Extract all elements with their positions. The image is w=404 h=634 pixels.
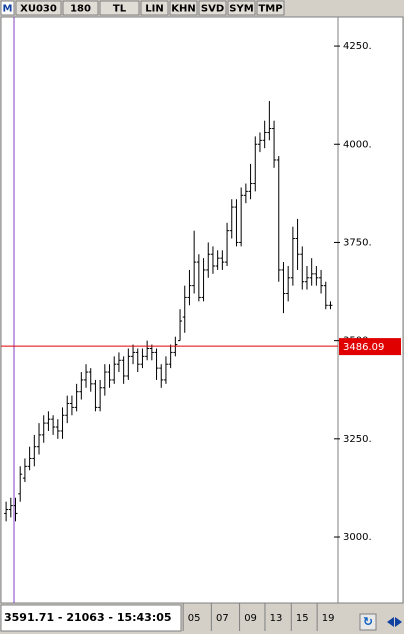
refresh-icon[interactable]: ↻: [363, 615, 373, 629]
price-label: 3486.09: [343, 342, 384, 353]
y-tick-label: 3250.: [343, 434, 372, 445]
plot-area: [0, 16, 404, 604]
toolbar: M XU030 180 TL LIN KHN SVD SYM TMP: [0, 0, 285, 16]
y-tick-label: 4250.: [343, 41, 372, 52]
x-tick-label: 09: [244, 613, 257, 624]
toolbar-button[interactable]: [256, 0, 285, 16]
toolbar-label[interactable]: SVD: [201, 4, 224, 15]
toolbar-button[interactable]: [140, 0, 169, 16]
toolbar-label[interactable]: 180: [70, 4, 91, 15]
toolbar-button[interactable]: [0, 0, 15, 16]
x-tick-label: 15: [296, 613, 309, 624]
toolbar-label[interactable]: TMP: [258, 4, 282, 15]
x-tick-label: 07: [216, 613, 229, 624]
scroll-right[interactable]: [395, 617, 402, 627]
x-tick-label: 13: [270, 613, 283, 624]
toolbar-label[interactable]: LIN: [145, 4, 163, 15]
x-tick-label: 19: [322, 613, 335, 624]
x-tick-label: 05: [188, 613, 201, 624]
toolbar-button[interactable]: [169, 0, 198, 16]
y-tick-label: 4000.: [343, 139, 372, 150]
price-label-box: [339, 338, 401, 356]
y-tick-label: 3750.: [343, 237, 372, 248]
toolbar-button[interactable]: [99, 0, 140, 16]
scroll-left[interactable]: [387, 617, 394, 627]
scroll-buttons[interactable]: ↻: [359, 613, 402, 631]
toolbar-label[interactable]: KHN: [171, 4, 196, 15]
toolbar-label[interactable]: M: [3, 4, 13, 15]
status-text: 3591.71 - 21063 - 15:43:05: [4, 611, 172, 624]
toolbar-label[interactable]: TL: [113, 4, 127, 15]
refresh-button[interactable]: [359, 613, 377, 631]
toolbar-button[interactable]: [62, 0, 99, 16]
toolbar-label[interactable]: SYM: [229, 4, 253, 15]
y-tick-label: 3000.: [343, 532, 372, 543]
toolbar-label[interactable]: XU030: [20, 4, 57, 15]
status-box: [0, 604, 182, 632]
toolbar-button[interactable]: [227, 0, 256, 16]
toolbar-button[interactable]: [15, 0, 62, 16]
toolbar-button[interactable]: [198, 0, 227, 16]
